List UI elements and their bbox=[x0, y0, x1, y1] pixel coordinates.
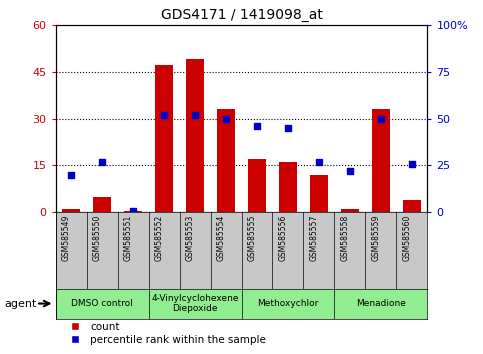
Bar bbox=[93, 197, 112, 212]
Legend: count, percentile rank within the sample: count, percentile rank within the sample bbox=[61, 317, 270, 349]
Bar bbox=[155, 65, 173, 212]
Text: GSM585553: GSM585553 bbox=[186, 215, 195, 261]
Point bbox=[284, 125, 292, 131]
Text: GSM585560: GSM585560 bbox=[403, 215, 412, 261]
Bar bbox=[217, 109, 235, 212]
Bar bbox=[124, 211, 142, 212]
Text: DMSO control: DMSO control bbox=[71, 299, 133, 308]
Point bbox=[67, 172, 75, 178]
Point bbox=[377, 116, 385, 121]
Text: 4-Vinylcyclohexene
Diepoxide: 4-Vinylcyclohexene Diepoxide bbox=[151, 294, 239, 313]
Point bbox=[129, 208, 137, 213]
Text: Methoxychlor: Methoxychlor bbox=[257, 299, 319, 308]
Bar bbox=[62, 209, 80, 212]
Text: GSM585559: GSM585559 bbox=[372, 215, 381, 261]
Text: agent: agent bbox=[5, 298, 37, 309]
Point bbox=[222, 116, 230, 121]
Bar bbox=[372, 109, 390, 212]
Bar bbox=[341, 209, 359, 212]
Point bbox=[346, 168, 354, 174]
Text: GSM585549: GSM585549 bbox=[62, 215, 71, 261]
Point bbox=[98, 159, 106, 165]
Point bbox=[160, 112, 168, 118]
Text: GSM585551: GSM585551 bbox=[124, 215, 133, 261]
Text: GSM585552: GSM585552 bbox=[155, 215, 164, 261]
Bar bbox=[279, 162, 297, 212]
Text: GSM585555: GSM585555 bbox=[248, 215, 257, 261]
Text: GSM585554: GSM585554 bbox=[217, 215, 226, 261]
Bar bbox=[186, 59, 204, 212]
Point bbox=[408, 161, 416, 166]
Point bbox=[253, 123, 261, 129]
Text: GSM585558: GSM585558 bbox=[341, 215, 350, 261]
Bar bbox=[310, 175, 328, 212]
Point bbox=[191, 112, 199, 118]
Title: GDS4171 / 1419098_at: GDS4171 / 1419098_at bbox=[160, 8, 323, 22]
Bar bbox=[248, 159, 266, 212]
Bar bbox=[403, 200, 421, 212]
Text: GSM585556: GSM585556 bbox=[279, 215, 288, 261]
Text: Menadione: Menadione bbox=[356, 299, 406, 308]
Text: GSM585557: GSM585557 bbox=[310, 215, 319, 261]
Text: GSM585550: GSM585550 bbox=[93, 215, 102, 261]
Point bbox=[315, 159, 323, 165]
